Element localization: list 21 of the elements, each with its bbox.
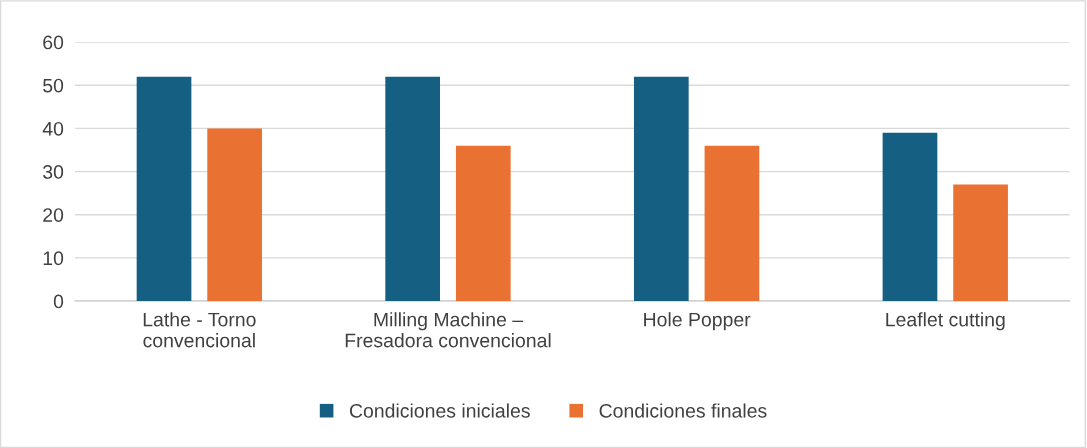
- bar: [953, 184, 1008, 302]
- x-tick-label: Hole Popper: [644, 312, 751, 331]
- bar: [385, 76, 441, 302]
- y-tick-label: 40: [42, 121, 64, 136]
- y-tick-label: 20: [43, 208, 64, 222]
- y-tick-label: 10: [43, 251, 64, 266]
- bar: [207, 128, 262, 302]
- bar: [136, 76, 192, 302]
- legend-label: Condiciones iniciales: [349, 403, 530, 418]
- x-tick-label: Lathe - Torno convencional: [143, 312, 256, 348]
- x-tick-label: Leaflet cutting: [886, 312, 1005, 331]
- y-tick-label: 0: [53, 294, 64, 309]
- bar: [882, 132, 938, 302]
- y-tick-label: 30: [43, 165, 64, 179]
- legend-label: Condiciones finales: [599, 403, 767, 418]
- x-tick-label: Milling Machine – Fresadora convencional: [345, 312, 551, 348]
- y-tick-label: 50: [43, 78, 64, 93]
- bar: [633, 76, 689, 302]
- bar: [704, 145, 760, 302]
- bar: [455, 145, 511, 302]
- y-tick-label: 60: [43, 35, 64, 50]
